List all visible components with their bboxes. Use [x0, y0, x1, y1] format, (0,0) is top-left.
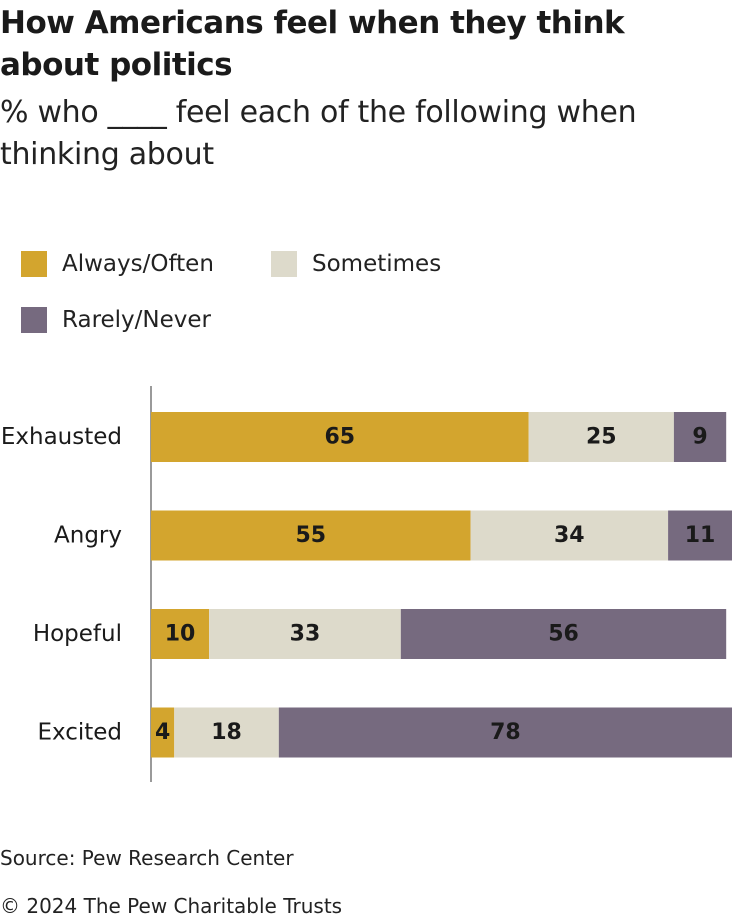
legend-item-rarely-never: Rarely/Never: [21, 307, 211, 333]
legend-label-sometimes: Sometimes: [312, 251, 442, 277]
data-label-hopeful-sometimes: 33: [290, 622, 321, 647]
bar-angry-rarely-never: [668, 510, 732, 561]
data-label-angry-sometimes: 34: [554, 523, 585, 548]
legend-item-always-often: Always/Often: [21, 251, 214, 277]
category-label-hopeful: Hopeful: [33, 621, 122, 647]
legend-swatch-sometimes: [271, 251, 297, 277]
chart-subtitle: % who ____ feel each of the following wh…: [0, 95, 637, 172]
copyright-note: © 2024 The Pew Charitable Trusts: [0, 894, 343, 918]
data-label-excited-always-often: 4: [155, 720, 170, 745]
legend-item-sometimes: Sometimes: [271, 251, 441, 277]
bar-exhausted-rarely-never: [673, 412, 727, 462]
data-label-hopeful-rarely-never: 56: [548, 622, 579, 647]
bar-hopeful-rarely-never: [400, 609, 727, 659]
data-label-exhausted-always-often: 65: [325, 425, 356, 450]
data-label-angry-rarely-never: 11: [685, 523, 716, 548]
bar-exhausted-sometimes: [528, 412, 674, 462]
bar-exhausted-always-often: [151, 412, 529, 462]
bar-angry-sometimes: [470, 510, 669, 561]
category-label-excited: Excited: [37, 720, 122, 746]
legend-swatch-always-often: [21, 251, 47, 277]
bar-angry-always-often: [151, 510, 471, 561]
source-note: Source: Pew Research Center: [0, 846, 294, 870]
bar-excited-rarely-never: [278, 707, 732, 758]
data-label-angry-always-often: 55: [295, 523, 326, 548]
data-label-hopeful-always-often: 10: [165, 622, 196, 647]
data-label-exhausted-rarely-never: 9: [692, 425, 707, 450]
bar-hopeful-always-often: [151, 609, 210, 659]
category-label-exhausted: Exhausted: [1, 424, 122, 450]
bar-excited-always-often: [151, 707, 175, 758]
legend-label-rarely-never: Rarely/Never: [62, 307, 211, 333]
data-label-excited-sometimes: 18: [211, 720, 242, 745]
data-label-exhausted-sometimes: 25: [586, 425, 617, 450]
bar-hopeful-sometimes: [209, 609, 401, 659]
category-label-angry: Angry: [54, 523, 122, 549]
legend-label-always-often: Always/Often: [62, 251, 214, 277]
data-label-excited-rarely-never: 78: [490, 720, 521, 745]
bar-excited-sometimes: [174, 707, 279, 758]
chart-title: How Americans feel when they think about…: [0, 5, 625, 83]
legend-swatch-rarely-never: [21, 307, 47, 333]
stacked-bar-chart: Exhausted 65 25 9 Angry 55 34 11 Hopeful 10 33 56 Ex…: [1, 386, 732, 782]
